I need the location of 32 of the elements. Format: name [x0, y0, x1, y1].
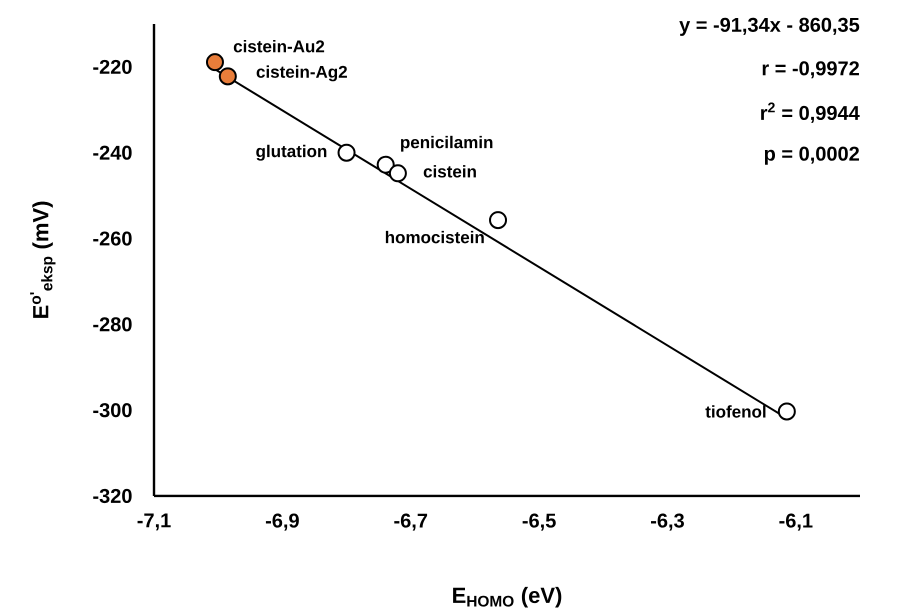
- x-tick-label: -6,7: [394, 514, 428, 531]
- y-axis-title: E$^{o'}$$_{eksp}$ (mV): [30, 202, 56, 318]
- y-tick-label: -280: [93, 317, 132, 332]
- x-tick-label: -6,1: [779, 514, 812, 531]
- annotation: cistein-Ag2: [256, 65, 347, 82]
- y-tick-label: -240: [93, 146, 132, 160]
- annotation: penicilamin: [401, 136, 492, 152]
- annotation: cistein: [424, 165, 476, 178]
- point: [218, 67, 237, 86]
- annotation: y = -91,34x - 860,35: [679, 18, 860, 36]
- y-tick-label: -300: [93, 403, 132, 418]
- annotation: glutation: [256, 144, 326, 161]
- annotation: r$^{2}$ = 0,9944: [761, 102, 860, 123]
- point: [778, 402, 796, 420]
- y-tick-label: -320: [93, 488, 132, 504]
- annotation: homocistein: [386, 230, 484, 244]
- y-tick-label: -220: [93, 60, 132, 74]
- y-tick-label: -260: [93, 231, 132, 246]
- annotation: r = -0,9972: [762, 61, 859, 78]
- annotation: p = 0,0002: [764, 146, 859, 165]
- point: [206, 53, 224, 72]
- x-tick-label: -6,5: [522, 514, 556, 531]
- annotation: tiofenol: [705, 405, 766, 418]
- point: [376, 156, 395, 174]
- point: [338, 144, 356, 162]
- x-tick-label: -7,1: [138, 514, 171, 530]
- x-tick-label: -6,9: [266, 514, 299, 531]
- point: [489, 211, 508, 230]
- x-axis-title: E$_{HOMO}$ (eV): [453, 586, 562, 608]
- x-tick-label: -6,3: [651, 514, 684, 531]
- point: [388, 164, 407, 182]
- annotation: cistein-Au2: [234, 40, 324, 52]
